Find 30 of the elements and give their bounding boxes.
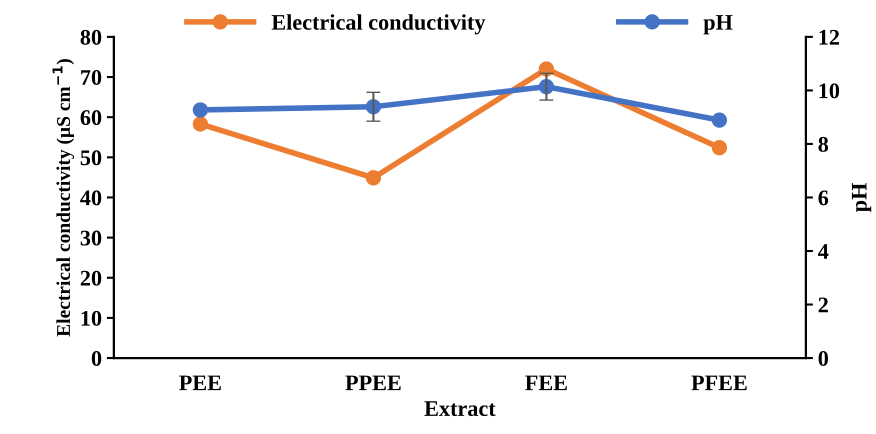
y-tick-label: 30 [80,230,102,246]
y2-tick-label: 12 [820,30,839,45]
point [192,102,208,118]
y2-tick-label: 8 [818,136,828,152]
y-tick-label: 80 [80,30,102,45]
y2-tick-label: 0 [818,350,828,366]
y2-tick-label: 4 [818,244,828,259]
x-tick-label: PEE [179,376,221,390]
y-tick-label: 60 [80,110,102,126]
x-tick-label: FEE [525,376,567,390]
y2-axis-title: pH [852,183,872,212]
y2-tick-label: 10 [820,83,840,98]
point [192,116,208,132]
point [712,140,728,156]
point [366,170,382,186]
x-axis-title: Extract [424,401,496,416]
x-tick-label: PFEE [691,376,747,390]
y2-tick-label: 2 [818,298,828,312]
x-tick-label: PPEE [345,376,401,390]
legend-label: pH [704,15,733,34]
y-tick-label: 0 [92,350,102,366]
y-tick-label: 10 [82,310,102,326]
point [712,112,728,128]
legend-label: Electrical conductivity [272,14,486,34]
y-tick-label: 70 [81,70,102,85]
y-tick-label: 20 [80,270,102,286]
y-tick-label: 40 [80,190,102,206]
y-tick-label: 50 [80,150,102,166]
y-axis-title: Electrical conductivity (µS cm$^{−1}$) [52,59,74,336]
y2-tick-label: 6 [818,190,828,206]
